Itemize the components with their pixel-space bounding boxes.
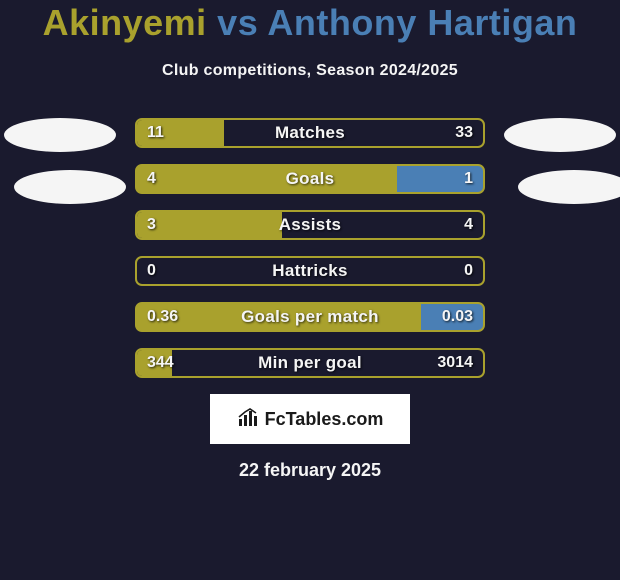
stat-row: 34Assists [135, 210, 485, 240]
stats-area: 1133Matches 41Goals 34Assists 00Hattricks 0.… [0, 118, 620, 378]
stat-label: Goals [137, 166, 483, 192]
stat-label: Matches [137, 120, 483, 146]
stat-row: 0.360.03Goals per match [135, 302, 485, 332]
team-badge-right [504, 118, 616, 152]
brand-text: FcTables.com [265, 409, 384, 430]
team-badge-right [518, 170, 620, 204]
subtitle: Club competitions, Season 2024/2025 [0, 62, 620, 80]
stat-row: 41Goals [135, 164, 485, 194]
team-badge-left [14, 170, 126, 204]
team-badge-left [4, 118, 116, 152]
stat-label: Min per goal [137, 350, 483, 376]
stat-row: 1133Matches [135, 118, 485, 148]
stat-label: Goals per match [137, 304, 483, 330]
vs-text: vs [207, 2, 268, 43]
brand-box[interactable]: FcTables.com [210, 394, 410, 444]
chart-icon [237, 407, 261, 432]
player1-name: Akinyemi [43, 2, 207, 43]
stat-label: Hattricks [137, 258, 483, 284]
stat-label: Assists [137, 212, 483, 238]
page-title: Akinyemi vs Anthony Hartigan [0, 0, 620, 44]
stat-row: 3443014Min per goal [135, 348, 485, 378]
date-text: 22 february 2025 [0, 460, 620, 481]
stat-row: 00Hattricks [135, 256, 485, 286]
player2-name: Anthony Hartigan [267, 2, 577, 43]
